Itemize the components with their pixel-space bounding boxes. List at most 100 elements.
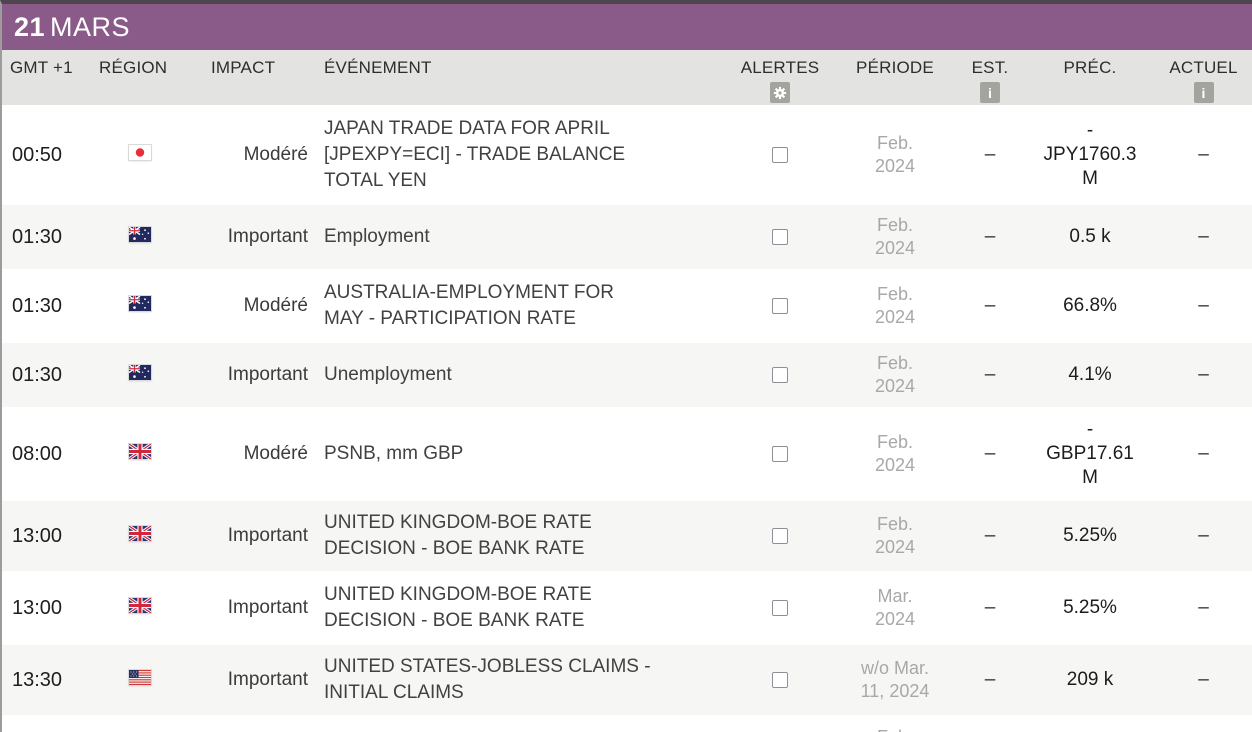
info-icon[interactable]: i <box>1193 82 1214 103</box>
period-cell: Feb. 2024 <box>835 500 955 572</box>
period-cell: Feb. 2024 <box>835 716 955 732</box>
table-row: 01:30 Important Employment Feb. 2024 – 0… <box>2 204 1252 270</box>
gear-icon[interactable] <box>770 82 790 103</box>
alert-checkbox[interactable] <box>772 445 788 462</box>
actual-value: – <box>1198 295 1209 316</box>
estimate-value: – <box>984 364 996 385</box>
column-header-alerts: ALERTES <box>725 50 835 106</box>
previous-value: 4.1% <box>1068 364 1112 385</box>
flag-uk-icon <box>129 598 151 613</box>
event-time: 01:30 <box>12 363 63 386</box>
estimate-value: – <box>984 525 996 546</box>
previous-value: 5.25% <box>1063 525 1117 546</box>
impact-label: Modéré <box>243 443 308 464</box>
actual-value: – <box>1198 364 1209 385</box>
previous-cell: -GBP17.61M <box>1025 408 1155 500</box>
region-cell <box>95 204 185 270</box>
actual-value: – <box>1198 597 1209 618</box>
event-cell: UNITED KINGDOM-BOE RATE DECISION - BOE B… <box>310 500 725 572</box>
region-cell <box>95 342 185 408</box>
event-name: UNITED KINGDOM-BOE RATE DECISION - BOE B… <box>324 584 592 631</box>
alerts-cell <box>725 408 835 500</box>
estimate-value: – <box>984 226 996 247</box>
period-value: Feb. 2024 <box>874 284 916 327</box>
region-cell <box>95 644 185 716</box>
actual-value: – <box>1198 443 1209 464</box>
table-row: 13:30 Important UNITED STATES-JOBLESS CL… <box>2 644 1252 716</box>
impact-label: Important <box>227 226 308 247</box>
flag-australia-icon <box>129 227 151 242</box>
actual-header-label: ACTUEL <box>1169 58 1238 77</box>
event-cell: JAPAN TRADE DATA FOR APRIL [JPEXPY=ECI] … <box>310 106 725 204</box>
table-row: 13:00 Important UNITED KINGDOM-BOE RATE … <box>2 572 1252 644</box>
event-time: 08:00 <box>12 442 63 465</box>
event-time: 15:00 <box>2 716 95 732</box>
alert-checkbox[interactable] <box>772 366 788 383</box>
table-row: 01:30 Important Unemployment Feb. 2024 –… <box>2 342 1252 408</box>
calendar-rows: 00:50 Modéré JAPAN TRADE DATA FOR APRIL … <box>2 106 1252 732</box>
period-value: Feb. 2024 <box>874 133 916 176</box>
event-name: PSNB, mm GBP <box>324 443 464 464</box>
info-icon[interactable]: i <box>980 82 1000 103</box>
event-name: Employment <box>324 226 430 247</box>
previous-value: 0.5 k <box>1069 226 1111 247</box>
table-row: 01:30 Modéré AUSTRALIA-EMPLOYMENT FOR MA… <box>2 270 1252 342</box>
estimate-value: – <box>984 669 996 690</box>
alert-checkbox[interactable] <box>772 146 788 163</box>
table-row: 13:00 Important UNITED KINGDOM-BOE RATE … <box>2 500 1252 572</box>
flag-australia-icon <box>129 296 151 311</box>
period-cell: Feb. 2024 <box>835 106 955 204</box>
alert-checkbox[interactable] <box>772 671 788 688</box>
period-cell: Feb. 2024 <box>835 204 955 270</box>
region-cell <box>95 500 185 572</box>
estimate-value: – <box>984 597 996 618</box>
period-value: Feb. 2024 <box>874 353 916 396</box>
event-name: JAPAN TRADE DATA FOR APRIL [JPEXPY=ECI] … <box>324 118 626 191</box>
event-name: UNITED STATES-JOBLESS CLAIMS - INITIAL C… <box>324 656 651 703</box>
alert-checkbox[interactable] <box>772 527 788 544</box>
period-value: w/o Mar. 11, 2024 <box>860 658 930 701</box>
flag-australia-icon <box>129 365 151 380</box>
period-value: Feb. 2024 <box>874 215 916 258</box>
month-name: MARS <box>50 11 131 42</box>
actual-value: – <box>1198 144 1209 165</box>
alerts-cell <box>725 572 835 644</box>
event-time: 13:00 <box>12 524 63 547</box>
previous-value: 5.25% <box>1063 597 1117 618</box>
impact-label: Modéré <box>243 295 308 316</box>
alert-checkbox[interactable] <box>772 599 788 616</box>
previous-value: 66.8% <box>1063 295 1117 316</box>
table-header: GMT +1 RÉGION IMPACT ÉVÉNEMENT ALERTES <box>2 50 1252 106</box>
alert-checkbox[interactable] <box>772 297 788 314</box>
estimate-value: – <box>984 144 996 165</box>
column-header-impact: IMPACT <box>185 50 310 106</box>
actual-value: – <box>1198 226 1209 247</box>
alerts-cell <box>725 500 835 572</box>
day-number: 21 <box>14 11 46 42</box>
event-cell: PSNB, mm GBP <box>310 408 725 500</box>
alert-checkbox[interactable] <box>772 228 788 245</box>
previous-cell: -JPY1760.3M <box>1025 106 1155 204</box>
day-banner: 21 MARS <box>2 4 1252 50</box>
period-cell: Feb. 2024 <box>835 270 955 342</box>
flag-japan-icon <box>129 145 151 160</box>
event-name: Unemployment <box>324 364 452 385</box>
table-row: 15:00 Modéré Existing Home Sales Feb. 20… <box>2 716 1252 732</box>
alerts-cell <box>725 106 835 204</box>
previous-cell: 4 m <box>1025 716 1155 732</box>
event-cell: Unemployment <box>310 342 725 408</box>
table-row: 08:00 Modéré PSNB, mm GBP Feb. 2024 – -G… <box>2 408 1252 500</box>
previous-value: 209 k <box>1066 669 1114 690</box>
alerts-cell <box>725 716 835 732</box>
impact-label: Important <box>227 525 308 546</box>
actual-value: – <box>1198 525 1209 546</box>
period-value: Feb. 2024 <box>874 514 916 557</box>
event-cell: UNITED KINGDOM-BOE RATE DECISION - BOE B… <box>310 572 725 644</box>
period-cell: Mar. 2024 <box>835 572 955 644</box>
event-time: 01:30 <box>12 294 63 317</box>
alerts-header-label: ALERTES <box>740 58 820 77</box>
alerts-cell <box>725 204 835 270</box>
economic-calendar-table: GMT +1 RÉGION IMPACT ÉVÉNEMENT ALERTES <box>2 50 1252 732</box>
column-header-event: ÉVÉNEMENT <box>310 50 725 106</box>
actual-value: – <box>1198 669 1209 690</box>
